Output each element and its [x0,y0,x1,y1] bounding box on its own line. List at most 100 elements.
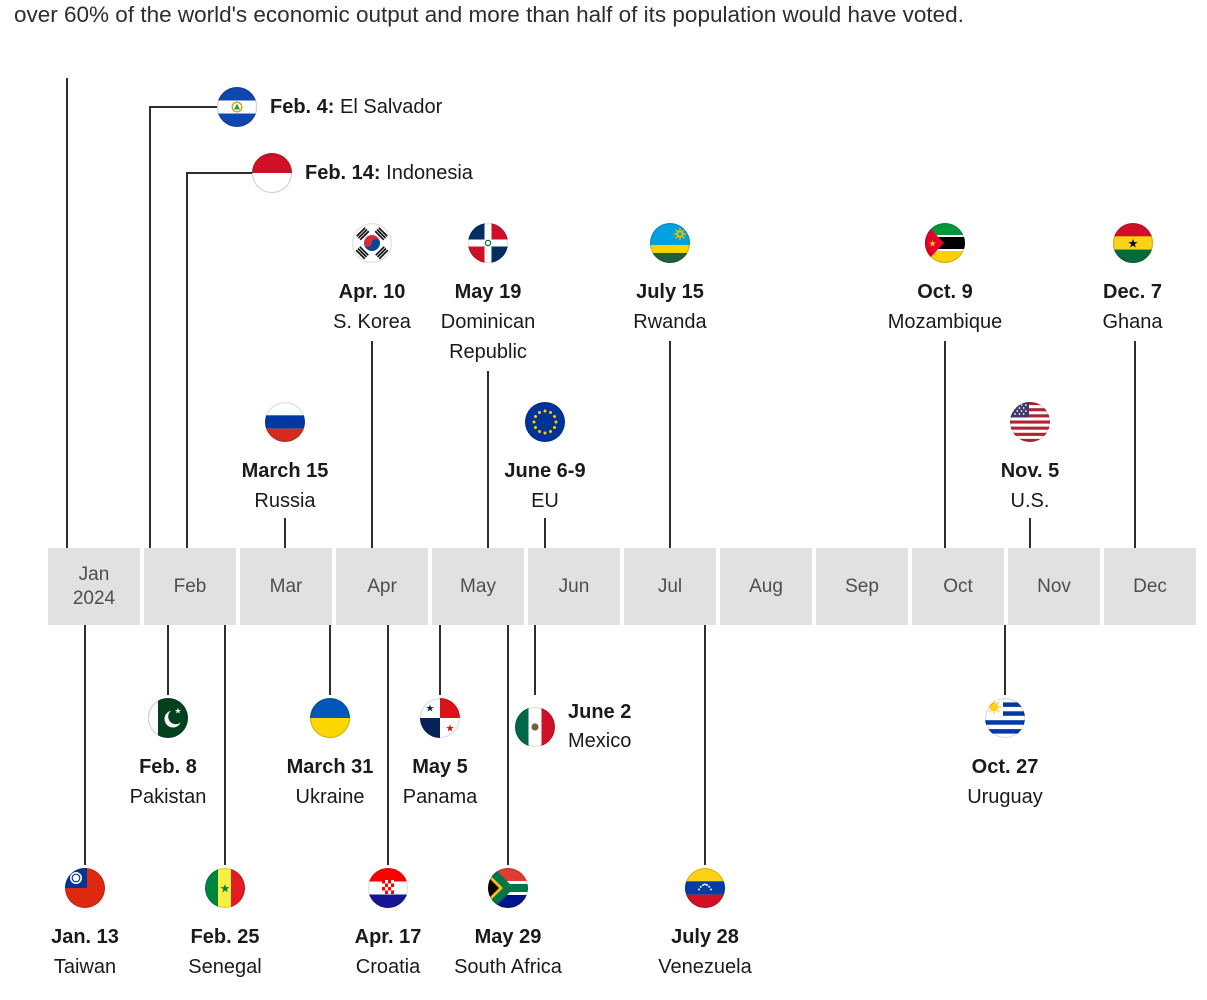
connector-venezuela [704,625,706,865]
connector-dominican-republic [487,371,489,548]
month-label: Sep [845,575,879,597]
event-panama: ★ ★ May 5 Panama [360,698,520,812]
event-uruguay: Oct. 27 Uruguay [925,698,1085,812]
connector-ghana [1134,341,1136,548]
connector-russia [284,518,286,548]
month-cell-nov: Nov [1008,548,1100,625]
event-country: Senegal [188,956,262,978]
month-label: May [460,575,496,597]
event-country: Dominican Republic [440,311,536,363]
pakistan-flag-icon: ★ [148,698,188,738]
connector-croatia [387,625,389,865]
event-country: Taiwan [53,956,117,978]
month-axis: Jan 2024 Feb Mar Apr May Jun Jul Aug Sep… [48,548,1196,625]
event-date: June 2 [568,701,632,723]
event-mozambique: ★ Oct. 9 Mozambique [865,223,1025,337]
event-ukraine: March 31 Ukraine [250,698,410,812]
event-country: Rwanda [633,311,707,333]
connector-indonesia-elbow [186,172,254,174]
event-country: El Salvador [340,96,443,118]
connector-us [1029,518,1031,548]
connector-rwanda [669,341,671,548]
month-label: Oct [943,575,973,597]
connector-el-salvador-elbow [149,106,219,108]
event-country: Pakistan [129,786,207,808]
svg-text:★: ★ [446,724,455,735]
connector-south-korea [371,341,373,548]
croatia-flag-icon [368,868,408,908]
uruguay-flag-icon [985,698,1025,738]
rwanda-flag-icon [650,223,690,263]
event-country: Uruguay [967,786,1043,808]
connector-uruguay [1004,625,1006,695]
event-label: Feb. 14: Indonesia [305,158,473,188]
event-country: Croatia [355,956,421,978]
svg-text:★: ★ [1127,237,1138,251]
connector-senegal [224,625,226,865]
event-date: June 6-9 [504,460,586,482]
month-cell-feb: Feb [144,548,236,625]
event-country: Panama [402,786,478,808]
event-country: Ghana [1102,311,1163,333]
month-label: Nov [1037,575,1071,597]
event-date: July 28 [671,926,739,948]
month-cell-may: May [432,548,524,625]
connector-panama [439,625,441,695]
event-rwanda: July 15 Rwanda [590,223,750,337]
event-eu: June 6-9 EU [465,402,625,516]
event-dominican-republic: May 19 Dominican Republic [423,223,553,367]
event-date: Oct. 9 [917,281,973,303]
svg-text:★: ★ [220,882,231,896]
event-date: Dec. 7 [1103,281,1162,303]
senegal-flag-icon: ★ [205,868,245,908]
event-date: Feb. 4: [270,96,335,118]
event-country: Indonesia [386,162,473,184]
month-label: Jul [657,575,683,597]
connector-january [66,78,68,548]
event-country: Venezuela [658,956,752,978]
connector-el-salvador [149,106,151,548]
month-cell-dec: Dec [1104,548,1196,625]
event-country: Mexico [568,730,632,752]
month-cell-sep: Sep [816,548,908,625]
svg-text:★: ★ [174,707,181,716]
month-year-label: 2024 [72,587,116,609]
eu-flag-icon [525,402,565,442]
month-label: Apr [367,575,397,597]
event-russia: March 15 Russia [205,402,365,516]
venezuela-flag-icon [685,868,725,908]
month-cell-mar: Mar [240,548,332,625]
month-label: Aug [749,575,783,597]
svg-text:★: ★ [426,704,435,715]
connector-south-africa [507,625,509,865]
month-cell-oct: Oct [912,548,1004,625]
south-africa-flag-icon [488,868,528,908]
event-ghana: ★ Dec. 7 Ghana [1060,223,1205,337]
event-country: Russia [254,490,316,512]
russia-flag-icon [265,402,305,442]
event-date: Apr. 17 [354,926,422,948]
event-indonesia: Feb. 14: Indonesia [252,153,473,193]
event-date: Jan. 13 [51,926,119,948]
mexico-flag-icon [515,707,555,747]
event-el-salvador: Feb. 4: El Salvador [217,87,442,127]
event-venezuela: July 28 Venezuela [625,868,785,982]
connector-ukraine [329,625,331,695]
month-cell-apr: Apr [336,548,428,625]
event-date: Apr. 10 [338,281,406,303]
connector-mexico [534,625,536,695]
month-label: Jun [558,575,590,597]
month-cell-jan: Jan 2024 [48,548,140,625]
month-label: Dec [1133,575,1167,597]
event-south-korea: Apr. 10 S. Korea [292,223,452,337]
event-mexico: June 2 Mexico [515,698,631,756]
event-country: S. Korea [333,311,411,333]
event-date: Oct. 27 [971,756,1039,778]
taiwan-flag-icon [65,868,105,908]
connector-taiwan [84,625,86,865]
month-cell-jun: Jun [528,548,620,625]
intro-text: over 60% of the world's economic output … [14,2,964,27]
month-cell-jul: Jul [624,548,716,625]
indonesia-flag-icon [252,153,292,193]
